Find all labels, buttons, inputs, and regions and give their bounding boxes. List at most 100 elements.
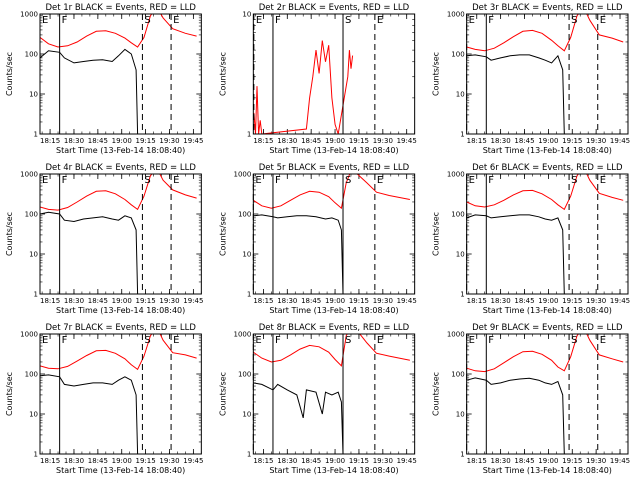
events-series-line <box>253 382 344 454</box>
x-tick-label: 19:30 <box>373 457 393 465</box>
x-tick-label: 18:30 <box>277 457 297 465</box>
panel-title: Det 8r BLACK = Events, RED = LLD <box>259 323 410 333</box>
x-tick-label: 19:15 <box>136 297 156 305</box>
x-tick-label: 18:45 <box>514 137 534 145</box>
y-tick-label: 100 <box>451 371 464 379</box>
x-tick-label: 18:15 <box>467 457 487 465</box>
lld-series-line <box>253 334 410 367</box>
event-marker-label: E <box>42 335 48 346</box>
y-tick-label: 1 <box>460 451 464 459</box>
event-marker-label: E <box>469 335 475 346</box>
plot-frame <box>39 333 202 455</box>
plot-frame <box>252 13 416 135</box>
y-tick-label: 1 <box>34 451 38 459</box>
x-tick-label: 19:00 <box>325 457 345 465</box>
x-tick-label: 18:15 <box>40 457 60 465</box>
x-tick-label: 18:15 <box>40 297 60 305</box>
y-tick-label: 100 <box>25 51 38 59</box>
x-axis-label: Start Time (13-Feb-14 18:08:40) <box>269 146 398 155</box>
y-tick-label: 100 <box>451 51 464 59</box>
y-tick-label: 1 <box>34 131 38 139</box>
series-group <box>466 14 624 134</box>
panel-det-1: Det 1r BLACK = Events, RED = LLD 1 10 100 10… <box>5 3 203 155</box>
y-tick-label: 10 <box>456 251 465 259</box>
panel-det-5: Det 5r BLACK = Events, RED = LLD 1 10 100 10… <box>218 163 416 315</box>
x-tick-label: 19:45 <box>183 457 203 465</box>
event-marker-label: E <box>42 175 48 186</box>
x-tick-label: 19:45 <box>397 457 417 465</box>
y-tick-label: 1000 <box>234 331 252 339</box>
event-marker-label: E <box>255 175 261 186</box>
x-tick-label: 19:30 <box>159 297 179 305</box>
series-group <box>466 174 624 294</box>
x-tick-label: 19:30 <box>586 457 606 465</box>
plot-frame <box>252 333 416 455</box>
x-tick-label: 18:15 <box>253 457 273 465</box>
x-tick-label: 18:30 <box>64 297 84 305</box>
lld-series-line <box>253 40 354 134</box>
x-tick-label: 19:00 <box>112 457 132 465</box>
event-marker-label: F <box>62 335 68 346</box>
y-tick-label: 10 <box>242 251 251 259</box>
plot-frame <box>252 173 416 295</box>
plot-frame <box>466 333 629 455</box>
x-tick-label: 19:15 <box>349 137 369 145</box>
x-tick-label: 19:15 <box>349 297 369 305</box>
x-tick-label: 19:15 <box>562 137 582 145</box>
event-marker-label: F <box>275 15 281 26</box>
x-tick-label: 18:15 <box>253 297 273 305</box>
event-marker-label: S <box>571 335 577 346</box>
panel-det-4: Det 4r BLACK = Events, RED = LLD 1 10 100 10… <box>5 163 203 315</box>
x-tick-label: 19:30 <box>159 137 179 145</box>
x-axis-label: Start Time (13-Feb-14 18:08:40) <box>483 466 612 475</box>
y-tick-label: 10 <box>242 411 251 419</box>
event-marker-label: E <box>469 15 475 26</box>
y-axis-label: Counts/sec <box>5 52 14 96</box>
panel-title: Det 2r BLACK = Events, RED = LLD <box>259 3 410 13</box>
x-tick-label: 19:00 <box>538 457 558 465</box>
event-marker-label: E <box>600 175 606 186</box>
x-tick-label: 19:00 <box>538 137 558 145</box>
y-tick-label: 1 <box>34 291 38 299</box>
panel-title: Det 1r BLACK = Events, RED = LLD <box>45 3 196 13</box>
x-tick-label: 18:45 <box>301 457 321 465</box>
event-marker-label: F <box>275 335 281 346</box>
event-marker-label: S <box>144 15 150 26</box>
event-marker-label: E <box>469 175 475 186</box>
y-tick-label: 100 <box>238 211 251 219</box>
panel-det-3: Det 3r BLACK = Events, RED = LLD 1 10 100 10… <box>432 3 630 155</box>
y-tick-label: 100 <box>238 371 251 379</box>
x-tick-label: 19:15 <box>136 137 156 145</box>
x-tick-label: 18:30 <box>491 297 511 305</box>
event-marker-label: E <box>255 335 261 346</box>
events-series-line <box>40 211 139 294</box>
y-tick-label: 10 <box>29 91 38 99</box>
plot-frame <box>466 13 629 135</box>
y-tick-label: 100 <box>25 371 38 379</box>
series-group <box>253 334 410 454</box>
series-group <box>40 174 197 294</box>
plot-frame <box>39 173 202 295</box>
x-tick-label: 18:45 <box>301 137 321 145</box>
panel-title: Det 6r BLACK = Events, RED = LLD <box>472 163 623 173</box>
x-axis-label: Start Time (13-Feb-14 18:08:40) <box>483 306 612 315</box>
y-tick-label: 1 <box>460 291 464 299</box>
x-tick-label: 19:45 <box>610 297 630 305</box>
series-group <box>253 40 354 134</box>
x-tick-label: 18:30 <box>491 457 511 465</box>
x-axis-label: Start Time (13-Feb-14 18:08:40) <box>56 466 185 475</box>
x-tick-label: 19:45 <box>397 297 417 305</box>
y-tick-label: 1 <box>247 131 251 139</box>
x-tick-label: 18:15 <box>40 137 60 145</box>
x-tick-label: 18:15 <box>253 137 273 145</box>
event-marker-label: E <box>173 15 179 26</box>
y-axis-label: Counts/sec <box>218 372 227 416</box>
event-marker-label: E <box>173 335 179 346</box>
x-tick-label: 19:45 <box>610 137 630 145</box>
panel-title: Det 5r BLACK = Events, RED = LLD <box>259 163 410 173</box>
x-tick-label: 18:30 <box>64 457 84 465</box>
x-tick-label: 19:30 <box>586 137 606 145</box>
x-tick-label: 19:15 <box>562 457 582 465</box>
